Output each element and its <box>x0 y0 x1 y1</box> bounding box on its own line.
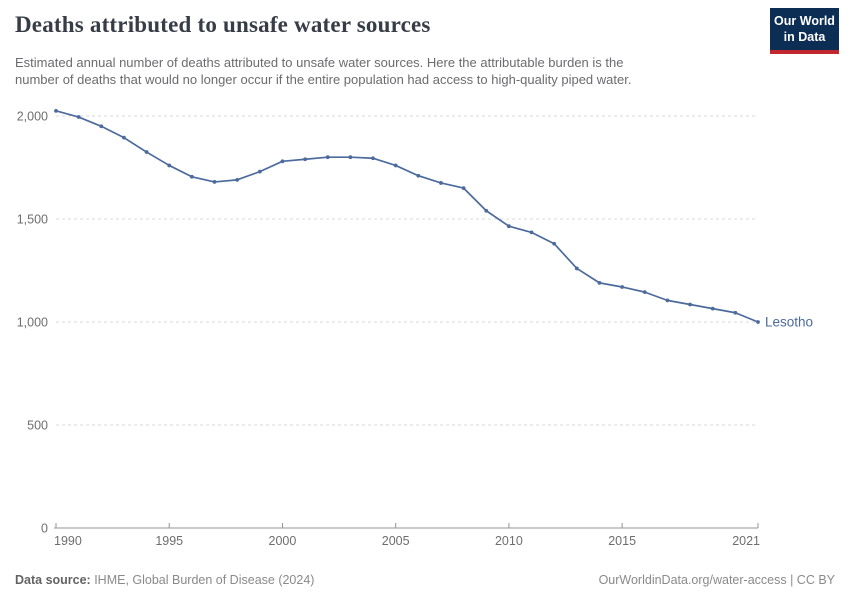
data-point[interactable] <box>76 115 81 119</box>
data-point[interactable] <box>439 181 443 185</box>
chart-subtitle-line1: Estimated annual number of deaths attrib… <box>15 55 624 70</box>
y-axis-tick-label: 0 <box>41 522 48 536</box>
data-point[interactable] <box>529 230 534 235</box>
data-source-text: IHME, Global Burden of Disease (2024) <box>90 573 315 587</box>
series-line-lesotho[interactable] <box>55 110 759 323</box>
chart-title: Deaths attributed to unsafe water source… <box>15 12 431 37</box>
data-point[interactable] <box>371 156 375 161</box>
x-axis-tick-label: 2015 <box>608 534 636 548</box>
data-point[interactable] <box>416 173 421 178</box>
data-point[interactable] <box>733 310 738 315</box>
y-axis-tick-label: 2,000 <box>17 110 48 124</box>
data-point[interactable] <box>144 150 149 154</box>
x-axis-tick-label: 2010 <box>495 534 523 548</box>
chart-subtitle-line2: number of deaths that would no longer oc… <box>15 72 632 87</box>
data-point[interactable] <box>235 177 240 182</box>
data-point[interactable] <box>756 320 760 324</box>
data-point[interactable] <box>122 135 126 140</box>
chart-subtitle: Estimated annual number of deaths attrib… <box>15 54 631 88</box>
data-point[interactable] <box>461 186 466 190</box>
data-point[interactable] <box>484 208 489 213</box>
owid-logo-line1: Our World <box>774 14 835 28</box>
data-source-label: Data source: <box>15 573 91 587</box>
data-point[interactable] <box>257 169 262 174</box>
data-point[interactable] <box>574 266 579 271</box>
x-axis-tick-label: 2005 <box>382 534 410 548</box>
data-point[interactable] <box>325 155 330 160</box>
data-point[interactable] <box>303 157 307 162</box>
data-point[interactable] <box>620 285 625 289</box>
data-point[interactable] <box>189 174 194 179</box>
owid-logo-line2: in Data <box>783 30 826 44</box>
owid-logo[interactable]: Our World in Data <box>770 8 839 54</box>
data-point[interactable] <box>597 280 602 285</box>
y-axis-tick-label: 1,500 <box>17 213 48 227</box>
x-axis-tick-label: 1995 <box>155 534 183 548</box>
data-point[interactable] <box>280 159 285 164</box>
x-axis-tick-label: 2000 <box>269 534 297 548</box>
data-point[interactable] <box>688 302 692 307</box>
data-point[interactable] <box>54 108 58 113</box>
data-point[interactable] <box>393 163 398 168</box>
y-axis-tick-label: 500 <box>27 419 48 433</box>
data-point[interactable] <box>507 224 511 229</box>
y-axis-tick-label: 1,000 <box>17 316 48 330</box>
data-point[interactable] <box>642 290 647 295</box>
data-point[interactable] <box>212 180 217 184</box>
data-point[interactable] <box>167 163 172 168</box>
data-point[interactable] <box>665 298 670 303</box>
x-axis-tick-label: 2021 <box>732 534 760 548</box>
data-point[interactable] <box>348 155 353 160</box>
data-point[interactable] <box>710 306 715 311</box>
data-point[interactable] <box>552 241 557 246</box>
line-chart: 2,000 1,500 1,000 500 0 1990 1995 2000 2005 2010 2… <box>17 108 813 548</box>
x-axis-tick-label: 1990 <box>54 534 82 548</box>
data-point[interactable] <box>99 124 104 129</box>
entity-label-lesotho[interactable]: Lesotho <box>765 315 813 330</box>
data-source: Data source: IHME, Global Burden of Dise… <box>15 573 314 587</box>
credit-link[interactable]: OurWorldinData.org/water-access | CC BY <box>598 573 835 587</box>
